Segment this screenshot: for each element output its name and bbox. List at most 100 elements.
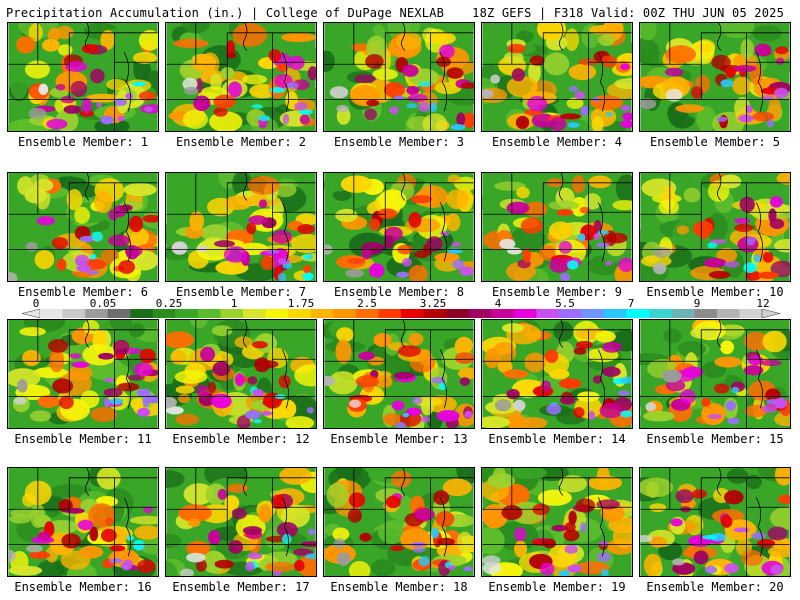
colorbar-swatch [671, 309, 695, 318]
precip-colorbar [22, 309, 780, 318]
ensemble-member-map [323, 319, 475, 429]
precip-map-image [482, 173, 632, 281]
colorbar-swatch [85, 309, 108, 318]
colorbar-swatch [626, 309, 650, 318]
ensemble-member-map [639, 319, 791, 429]
ensemble-member-label: Ensemble Member: 14 [488, 432, 626, 446]
colorbar-swatch [716, 309, 740, 318]
colorbar-swatch [265, 309, 289, 318]
colorbar-swatch [197, 309, 221, 318]
precip-map-image [482, 320, 632, 428]
ensemble-member-label: Ensemble Member: 4 [491, 135, 623, 149]
precip-map-image [166, 320, 316, 428]
colorbar-swatch [310, 309, 334, 318]
ensemble-member-label: Ensemble Member: 11 [14, 432, 152, 446]
colorbar-tick-label: 0.05 [89, 297, 117, 310]
ensemble-member-label: Ensemble Member: 13 [330, 432, 468, 446]
colorbar-max-arrow [761, 309, 780, 318]
precip-map-image [8, 320, 158, 428]
precip-map-image [166, 468, 316, 576]
ensemble-member-map [481, 319, 633, 429]
colorbar-tick-label: 1.75 [287, 297, 315, 310]
colorbar-swatch [604, 309, 627, 318]
colorbar-tick-label: 2.5 [357, 297, 377, 310]
ensemble-member-label: Ensemble Member: 15 [646, 432, 784, 446]
ensemble-member-map [639, 22, 791, 132]
colorbar-swatch [378, 309, 402, 318]
colorbar-swatch [581, 309, 605, 318]
colorbar-tick-label: 12 [756, 297, 770, 310]
colorbar-labels: 0 0.05 0.25 1 1.75 2.5 3.25 4 5.5 7 9 12 [0, 297, 800, 310]
colorbar-swatch [558, 309, 582, 318]
model-valid-time: 18Z GEFS | F318 Valid: 00Z THU JUN 05 20… [472, 6, 784, 20]
colorbar-swatch [513, 309, 537, 318]
colorbar-swatch [536, 309, 560, 318]
colorbar-tick-label: 1 [230, 297, 238, 310]
map-title: Precipitation Accumulation (in.) | Colle… [6, 6, 445, 20]
ensemble-member-map [481, 172, 633, 282]
precip-map-image [324, 173, 474, 281]
colorbar-swatch [355, 309, 379, 318]
colorbar-swatch [40, 309, 63, 318]
colorbar-tick-label: 5.5 [555, 297, 575, 310]
colorbar-swatch [468, 309, 492, 318]
precip-map-image [8, 23, 158, 131]
colorbar-swatch [423, 309, 447, 318]
precip-map-image [482, 23, 632, 131]
ensemble-member-label: Ensemble Member: 5 [649, 135, 781, 149]
precip-map-image [324, 320, 474, 428]
ensemble-member-map [323, 22, 475, 132]
ensemble-member-label: Ensemble Member: 2 [175, 135, 307, 149]
precip-map-image [640, 173, 790, 281]
precip-map-image [324, 468, 474, 576]
colorbar-swatch [288, 309, 312, 318]
ensemble-member-map [481, 22, 633, 132]
ensemble-member-label: Ensemble Member: 3 [333, 135, 465, 149]
colorbar-swatch [401, 309, 424, 318]
ensemble-member-map [165, 467, 317, 577]
colorbar-tick-label: 3.25 [419, 297, 447, 310]
precip-map-image [640, 468, 790, 576]
ensemble-member-label: Ensemble Member: 8 [333, 285, 465, 299]
precip-map-image [8, 173, 158, 281]
colorbar-tick-label: 0.25 [155, 297, 183, 310]
ensemble-member-map [639, 172, 791, 282]
colorbar-swatch [175, 309, 199, 318]
colorbar-tick-label: 9 [693, 297, 701, 310]
colorbar-swatch [694, 309, 718, 318]
ensemble-member-map [7, 22, 159, 132]
ensemble-member-label: Ensemble Member: 12 [172, 432, 310, 446]
precip-map-image [166, 23, 316, 131]
ensemble-member-label: Ensemble Member: 6 [17, 285, 149, 299]
ensemble-member-map [7, 319, 159, 429]
precip-map-image [166, 173, 316, 281]
colorbar-swatch [243, 309, 266, 318]
ensemble-member-map [165, 172, 317, 282]
colorbar-swatch [739, 309, 763, 318]
colorbar-swatch [491, 309, 515, 318]
precip-map-image [640, 23, 790, 131]
ensemble-member-label: Ensemble Member: 9 [491, 285, 623, 299]
ensemble-member-label: Ensemble Member: 7 [175, 285, 307, 299]
colorbar-swatch [446, 309, 469, 318]
colorbar-tick-label: 0 [32, 297, 40, 310]
ensemble-member-map [323, 467, 475, 577]
colorbar-swatch [152, 309, 176, 318]
colorbar-swatch [220, 309, 244, 318]
ensemble-member-label: Ensemble Member: 20 [646, 580, 784, 594]
colorbar-min-arrow [22, 309, 41, 318]
colorbar-tick-label: 7 [627, 297, 635, 310]
ensemble-member-label: Ensemble Member: 10 [646, 285, 784, 299]
colorbar-swatch [107, 309, 131, 318]
ensemble-member-label: Ensemble Member: 18 [330, 580, 468, 594]
ensemble-member-map [639, 467, 791, 577]
ensemble-member-map [165, 22, 317, 132]
precip-map-image [324, 23, 474, 131]
colorbar-tick-label: 4 [494, 297, 502, 310]
ensemble-member-map [481, 467, 633, 577]
colorbar-swatch [130, 309, 154, 318]
colorbar-swatch [333, 309, 357, 318]
precip-map-image [482, 468, 632, 576]
ensemble-member-map [165, 319, 317, 429]
colorbar-swatch [62, 309, 86, 318]
